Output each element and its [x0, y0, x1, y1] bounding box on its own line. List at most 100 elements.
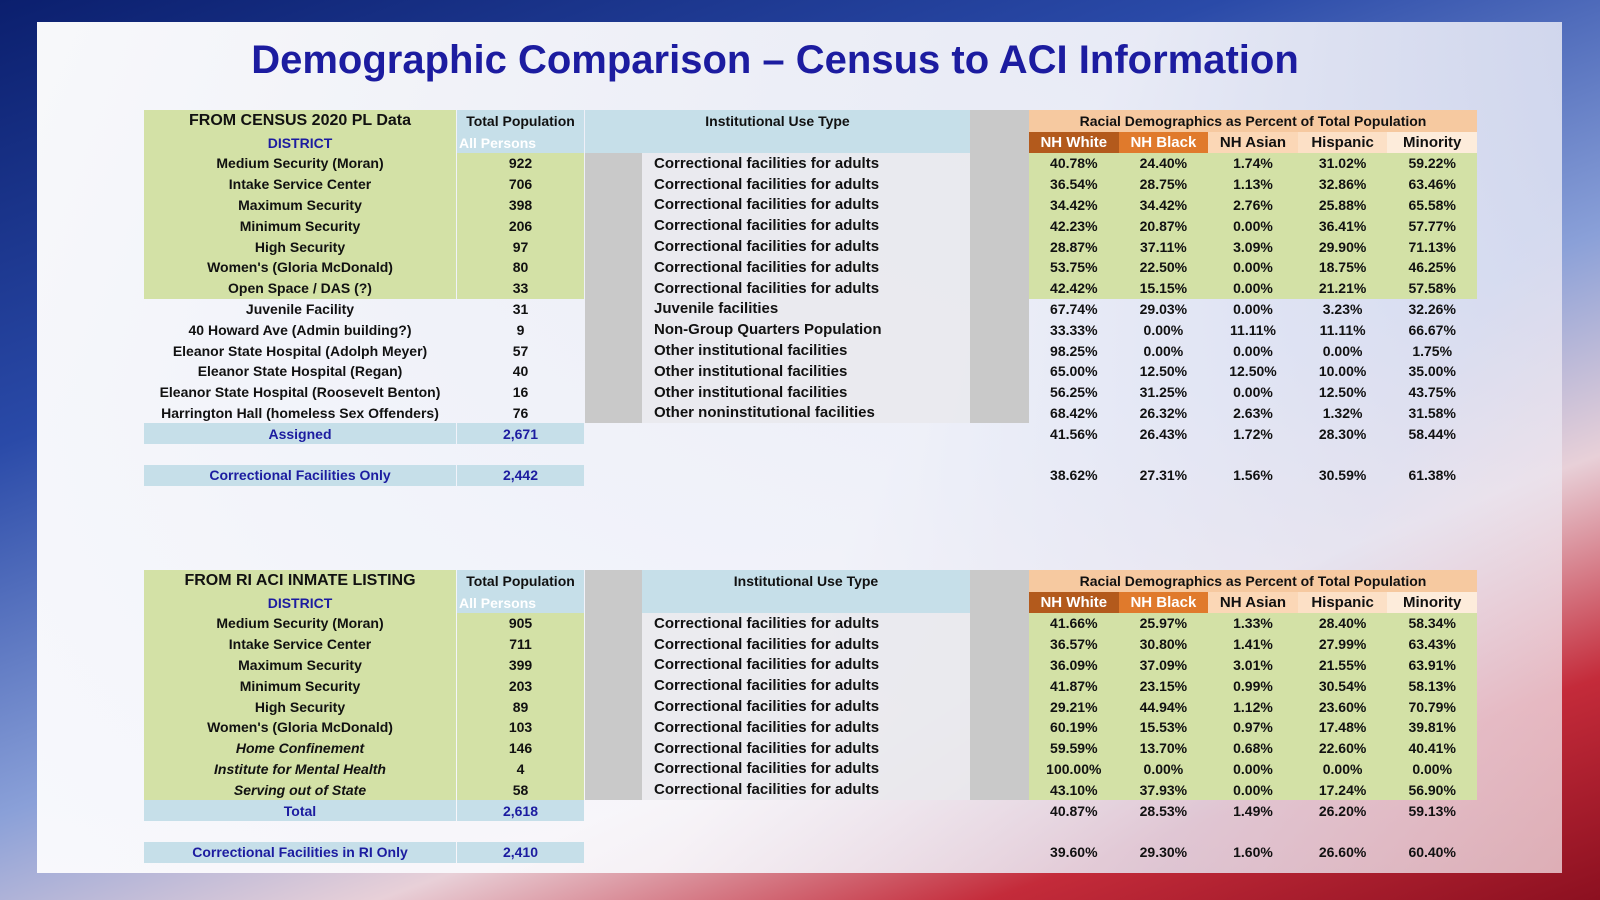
- use-type: Correctional facilities for adults: [654, 217, 880, 235]
- gray-column: [585, 592, 642, 613]
- use-type: Correctional facilities for adults: [654, 238, 880, 256]
- column-header: Minority: [1387, 592, 1477, 613]
- population: 103: [457, 717, 584, 738]
- district-name: Medium Security (Moran): [144, 153, 456, 174]
- percent: 65.58%: [1387, 194, 1477, 216]
- percent: 0.00%: [1208, 758, 1298, 780]
- district-name: Intake Service Center: [144, 633, 456, 655]
- gray-column: [970, 570, 1029, 613]
- percent: 53.75%: [1029, 257, 1119, 278]
- percent: 31.58%: [1408, 404, 1456, 421]
- district-name: Minimum Security: [144, 675, 456, 697]
- percent: 57.58%: [1387, 277, 1477, 299]
- percent: 41.66%: [1029, 613, 1119, 634]
- percent: 3.09%: [1208, 236, 1298, 257]
- summary-percent: 26.60%: [1318, 844, 1367, 861]
- summary-percent: 1.60%: [1233, 844, 1273, 861]
- population: 398: [457, 194, 584, 216]
- use-type: Correctional facilities for adults: [654, 698, 880, 716]
- use-type: Other institutional facilities: [654, 362, 848, 380]
- header-total-population: Total Population: [457, 570, 584, 592]
- percent: 0.68%: [1208, 737, 1298, 759]
- percent: 46.25%: [1387, 257, 1477, 278]
- use-type: Correctional facilities for adults: [654, 760, 880, 778]
- percent: 18.75%: [1297, 257, 1388, 278]
- summary-percent: 1.72%: [1233, 425, 1273, 442]
- header-racial: Racial Demographics as Percent of Total …: [1029, 570, 1477, 592]
- percent: 12.50%: [1318, 384, 1367, 401]
- percent: 0.00%: [1387, 758, 1477, 780]
- use-type: Correctional facilities for adults: [654, 739, 880, 757]
- percent: 71.13%: [1387, 236, 1477, 257]
- percent: 70.79%: [1387, 696, 1477, 717]
- percent: 67.74%: [1050, 300, 1098, 317]
- column-header: Minority: [1387, 132, 1477, 153]
- percent: 25.97%: [1118, 613, 1209, 634]
- column-header: Hispanic: [1297, 592, 1388, 613]
- percent: 36.54%: [1029, 173, 1119, 195]
- use-type: Correctional facilities for adults: [654, 718, 880, 736]
- district-name: Women's (Gloria McDonald): [144, 717, 456, 738]
- percent: 37.11%: [1118, 236, 1209, 257]
- column-header: Hispanic: [1297, 132, 1388, 153]
- percent: 1.33%: [1208, 613, 1298, 634]
- district-name: Serving out of State: [144, 779, 456, 801]
- use-type: Other noninstitutional facilities: [654, 404, 875, 422]
- percent: 43.75%: [1408, 384, 1456, 401]
- percent: 32.26%: [1408, 300, 1456, 317]
- percent: 41.87%: [1029, 675, 1119, 697]
- percent: 28.87%: [1029, 236, 1119, 257]
- district-name: 40 Howard Ave (Admin building?): [188, 321, 412, 338]
- header-blank: [642, 592, 970, 613]
- percent: 35.00%: [1408, 363, 1456, 380]
- percent: 30.80%: [1118, 633, 1209, 655]
- percent: 37.09%: [1118, 654, 1209, 676]
- summary-percent: 1.56%: [1233, 467, 1273, 484]
- header-use-type: Institutional Use Type: [585, 110, 970, 132]
- header-all-persons: All Persons: [457, 132, 584, 153]
- population: 905: [457, 613, 584, 634]
- percent: 63.91%: [1387, 654, 1477, 676]
- percent: 36.41%: [1297, 215, 1388, 237]
- population: 4: [457, 758, 584, 780]
- use-type: Other institutional facilities: [654, 383, 848, 401]
- header-all-persons: All Persons: [457, 592, 584, 613]
- gray-column: [585, 613, 642, 801]
- district-name: Home Confinement: [144, 737, 456, 759]
- header-district: DISTRICT: [144, 132, 456, 153]
- use-type: Correctional facilities for adults: [654, 677, 880, 695]
- population: 711: [457, 633, 584, 655]
- percent: 11.11%: [1319, 321, 1366, 338]
- header-racial: Racial Demographics as Percent of Total …: [1029, 110, 1477, 132]
- summary-percent: 28.30%: [1318, 425, 1367, 442]
- population: 206: [457, 215, 584, 237]
- district-name: Juvenile Facility: [245, 300, 355, 317]
- use-type-column: [642, 613, 970, 801]
- summary-population: 2,618: [457, 800, 584, 821]
- district-name: Institute for Mental Health: [144, 758, 456, 780]
- use-type: Correctional facilities for adults: [654, 656, 880, 674]
- population: 89: [457, 696, 584, 717]
- percent: 12.50%: [1229, 363, 1277, 380]
- district-name: High Security: [144, 696, 456, 717]
- percent: 27.99%: [1297, 633, 1388, 655]
- percent: 42.23%: [1029, 215, 1119, 237]
- summary-percent: 38.62%: [1050, 467, 1098, 484]
- column-header: NH Asian: [1208, 592, 1298, 613]
- header-district: DISTRICT: [144, 592, 456, 613]
- percent: 40.78%: [1029, 153, 1119, 174]
- percent: 1.41%: [1208, 633, 1298, 655]
- percent: 17.24%: [1297, 779, 1388, 801]
- population: 97: [457, 236, 584, 257]
- percent: 34.42%: [1118, 194, 1209, 216]
- population: 399: [457, 654, 584, 676]
- column-header: NH White: [1029, 592, 1119, 613]
- percent: 22.50%: [1118, 257, 1209, 278]
- percent: 21.21%: [1297, 277, 1388, 299]
- percent: 56.25%: [1050, 384, 1098, 401]
- population: 9: [516, 321, 525, 338]
- percent: 65.00%: [1050, 363, 1098, 380]
- table-heading: FROM RI ACI INMATE LISTING: [144, 570, 456, 592]
- gray-column: [585, 570, 642, 592]
- use-type: Juvenile facilities: [654, 300, 779, 318]
